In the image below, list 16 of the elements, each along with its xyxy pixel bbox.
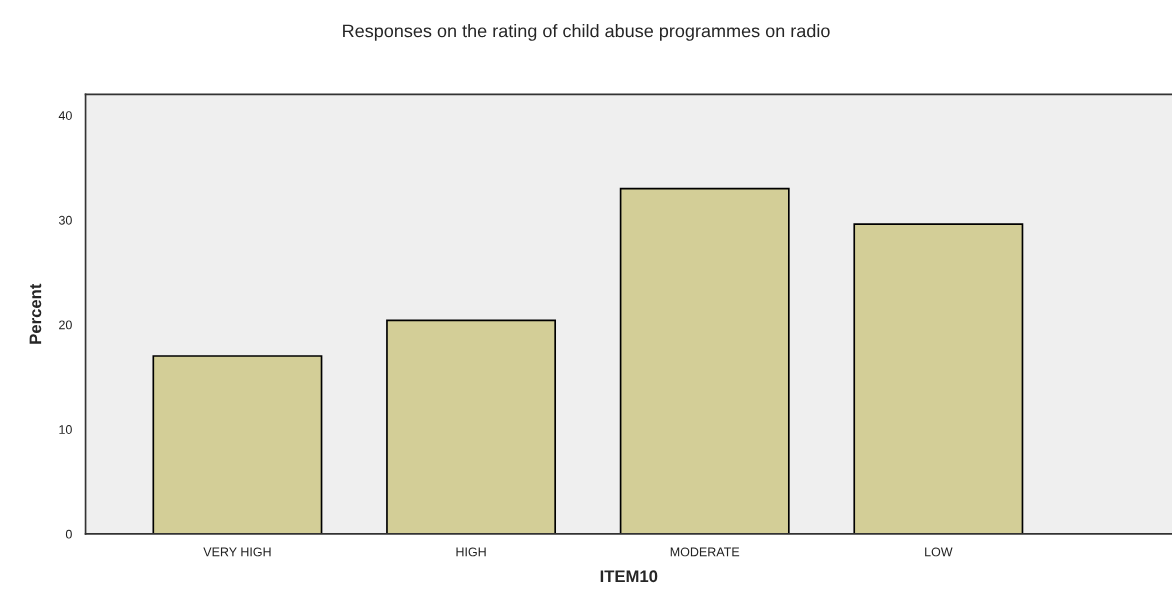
bar (386, 319, 557, 534)
y-tick-label: 10 (59, 425, 72, 434)
x-tick-label: MODERATE (670, 547, 740, 557)
bar (853, 223, 1024, 534)
x-tick-label: HIGH (456, 547, 486, 557)
y-tick-label: 40 (58, 111, 72, 120)
y-tick-label: 0 (65, 529, 72, 539)
y-tick-label: 20 (59, 320, 72, 330)
bar (152, 355, 323, 534)
x-tick-label: VERY HIGH (203, 547, 271, 557)
bar (619, 187, 790, 534)
y-axis-title: Percent (29, 283, 42, 344)
chart-title: Responses on the rating of child abuse programmes on radio (343, 24, 830, 41)
x-axis-title: ITEM10 (600, 570, 658, 583)
x-tick-label: LOW (925, 547, 953, 557)
y-tick-label: 30 (58, 215, 72, 225)
